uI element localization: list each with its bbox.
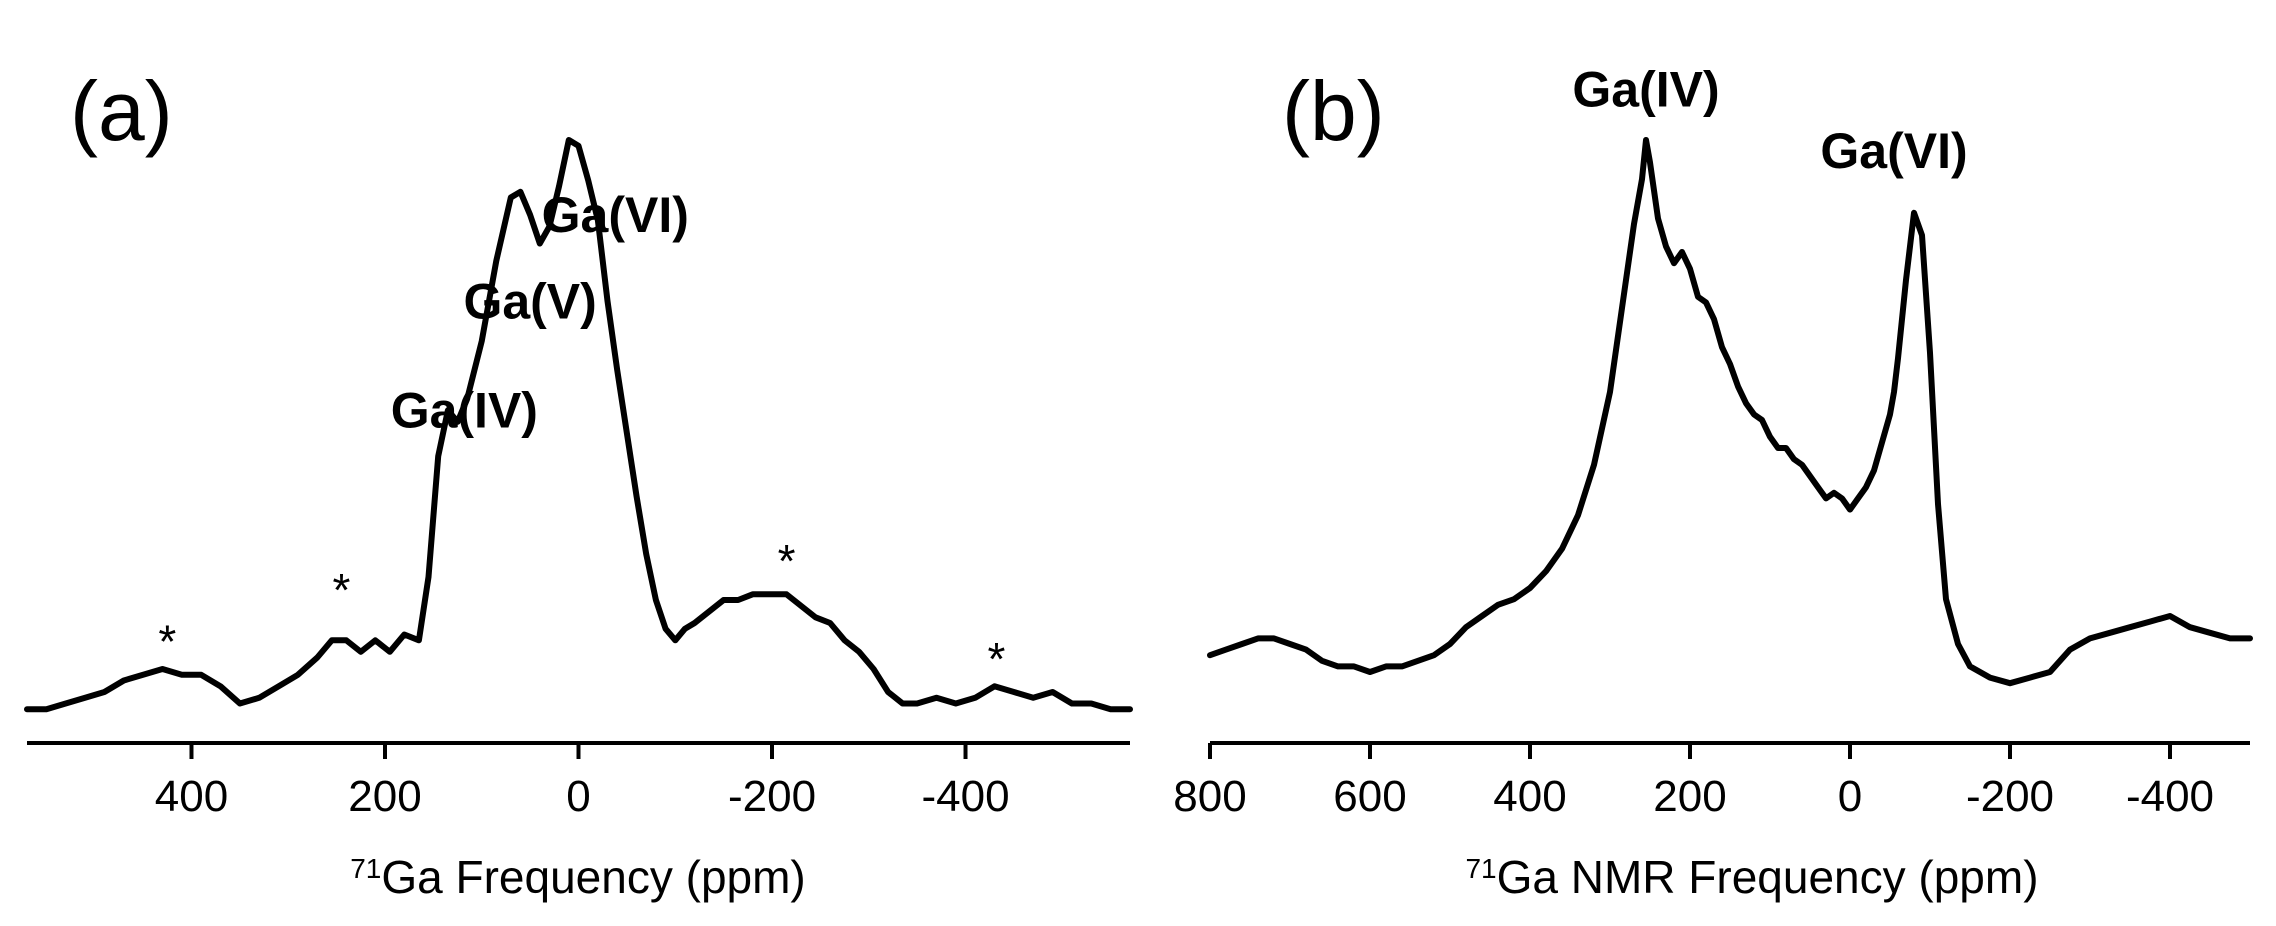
panel-b: (b) 800 600 400 200 0 -200 -400 Ga(IV) Ga(VI) 7…	[1173, 61, 2253, 903]
peak-label-a-2: Ga(VI)	[542, 187, 689, 243]
x-ticks-b: 800 600 400 200 0 -200 -400	[1173, 743, 2214, 821]
annotations-a: Ga(IV) Ga(V) Ga(VI) * * * *	[158, 187, 1005, 685]
x-axis-title-a-superscript: 71	[350, 853, 381, 884]
x-axis-title-b: 71Ga NMR Frequency (ppm)	[1465, 851, 2038, 903]
spinning-sideband-marker-a-4: *	[332, 564, 350, 616]
x-axis-title-b-superscript: 71	[1465, 853, 1496, 884]
x-axis-title-a-text: Ga Frequency (ppm)	[381, 851, 805, 903]
peak-label-b-1: Ga(VI)	[1820, 123, 1967, 179]
spinning-sideband-marker-a-3: *	[158, 616, 176, 668]
x-tick-label-b-2: 400	[1493, 772, 1566, 821]
x-axis-title-a: 71Ga Frequency (ppm)	[350, 851, 806, 903]
x-tick-label-b-4: 0	[1838, 772, 1862, 821]
x-tick-label-a-4: -400	[921, 772, 1009, 821]
x-tick-label-a-2: 0	[566, 772, 590, 821]
peak-label-b-0: Ga(IV)	[1572, 61, 1719, 117]
x-tick-label-a-3: -200	[728, 772, 816, 821]
peak-label-a-1: Ga(V)	[463, 273, 596, 329]
x-tick-label-a-0: 400	[155, 772, 228, 821]
spinning-sideband-marker-a-6: *	[988, 633, 1006, 685]
spectrum-line-a	[24, 137, 1133, 713]
spinning-sideband-marker-a-5: *	[778, 535, 796, 587]
x-axis-title-b-text: Ga NMR Frequency (ppm)	[1497, 851, 2039, 903]
x-tick-label-b-6: -400	[2126, 772, 2214, 821]
x-ticks-a: 400 200 0 -200 -400	[155, 743, 1010, 821]
x-tick-label-b-0: 800	[1173, 772, 1246, 821]
panel-a: (a) 400 200 0 -200 -400 Ga(IV) Ga(V) Ga(VI) * * *…	[24, 64, 1133, 903]
x-tick-label-b-3: 200	[1653, 772, 1726, 821]
spectrum-line-b	[1207, 137, 2253, 687]
panel-label-b: (b)	[1282, 64, 1385, 158]
panel-label-a: (a)	[70, 64, 173, 158]
x-tick-label-b-5: -200	[1966, 772, 2054, 821]
annotations-b: Ga(IV) Ga(VI)	[1572, 61, 1967, 179]
peak-label-a-0: Ga(IV)	[391, 383, 538, 439]
x-tick-label-a-1: 200	[348, 772, 421, 821]
x-tick-label-b-1: 600	[1333, 772, 1406, 821]
